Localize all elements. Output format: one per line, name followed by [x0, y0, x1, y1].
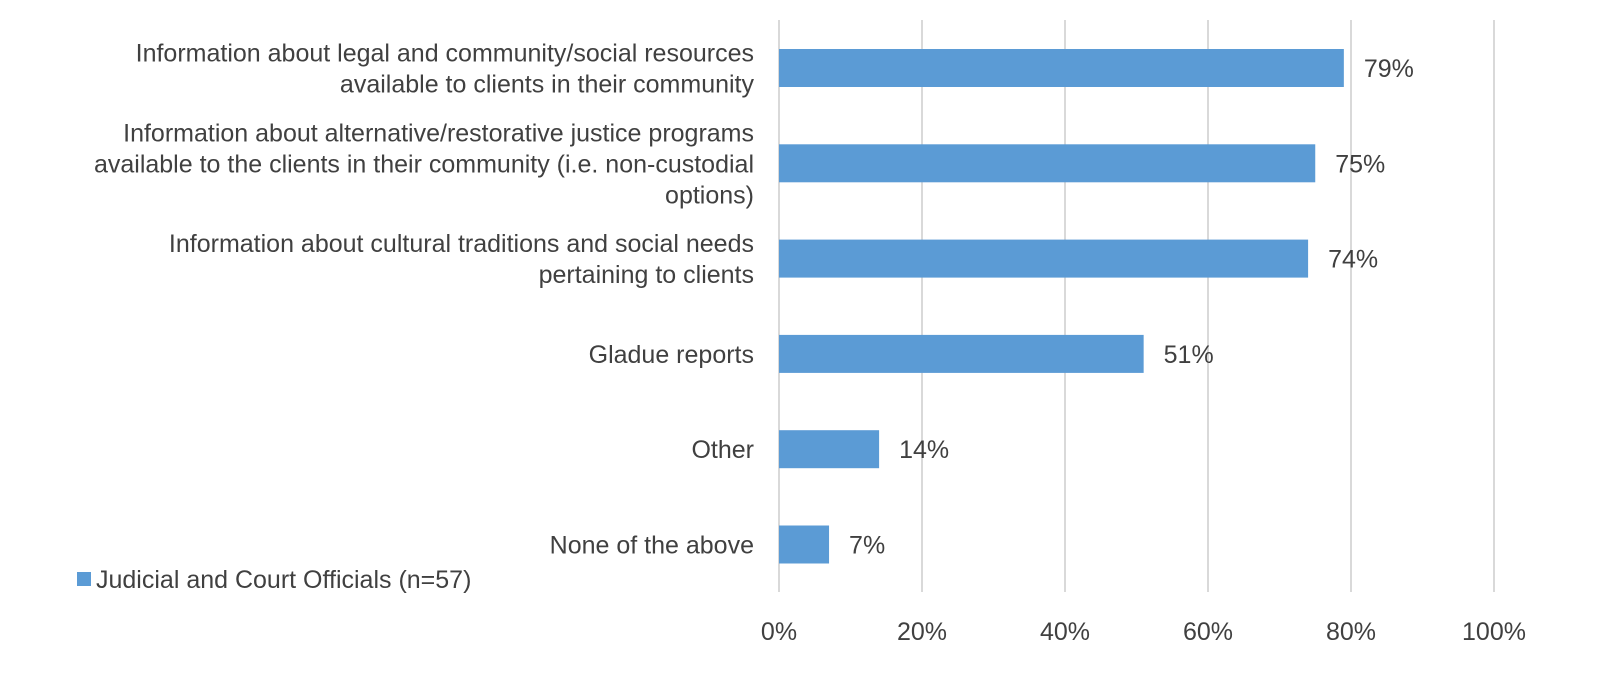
- category-label-line: Information about cultural traditions an…: [169, 230, 754, 258]
- category-label-line: Gladue reports: [589, 341, 754, 369]
- bars: [779, 49, 1344, 564]
- x-tick-label: 100%: [1462, 618, 1526, 646]
- category-label-line: options): [665, 181, 754, 209]
- bar: [779, 334, 1144, 373]
- data-labels: 79% 75% 74% 51% 14% 7%: [849, 55, 1414, 560]
- category-label-line: None of the above: [550, 532, 754, 560]
- category-label-line: Information about legal and community/so…: [136, 40, 754, 68]
- data-label: 14%: [899, 436, 949, 464]
- bar: [779, 144, 1316, 183]
- grid-lines: [778, 20, 1495, 592]
- category-label-line: available to clients in their community: [340, 71, 755, 99]
- category-label-line: pertaining to clients: [539, 261, 754, 289]
- category-label-line: Information about alternative/restorativ…: [123, 119, 754, 147]
- category-label: Information about cultural traditions an…: [169, 230, 754, 289]
- x-tick-labels: 0% 20% 40% 60% 80% 100%: [761, 618, 1526, 646]
- bar: [779, 525, 830, 564]
- data-label: 75%: [1335, 150, 1385, 178]
- x-tick-label: 0%: [761, 618, 797, 646]
- x-tick-label: 40%: [1040, 618, 1090, 646]
- x-tick-label: 20%: [897, 618, 947, 646]
- legend-label-judicial: Judicial and Court Officials (n=57): [96, 566, 471, 594]
- bar: [779, 430, 880, 469]
- category-label: Information about alternative/restorativ…: [94, 119, 754, 209]
- category-label: None of the above: [550, 532, 754, 560]
- legend-swatch-judicial: [77, 572, 91, 586]
- category-label: Other: [691, 436, 754, 464]
- x-tick-label: 60%: [1183, 618, 1233, 646]
- category-labels: Information about legal and community/so…: [94, 40, 755, 560]
- data-label: 51%: [1164, 341, 1214, 369]
- bar: [779, 239, 1309, 278]
- legend: Judicial and Court Officials (n=57): [77, 566, 471, 594]
- category-label-line: Other: [691, 436, 754, 464]
- x-tick-label: 80%: [1326, 618, 1376, 646]
- data-label: 7%: [849, 532, 885, 560]
- category-label-line: available to the clients in their commun…: [94, 150, 754, 178]
- bar: [779, 49, 1344, 87]
- data-label: 79%: [1364, 55, 1414, 83]
- data-label: 74%: [1328, 246, 1378, 274]
- category-label: Gladue reports: [589, 341, 754, 369]
- category-label: Information about legal and community/so…: [136, 40, 755, 99]
